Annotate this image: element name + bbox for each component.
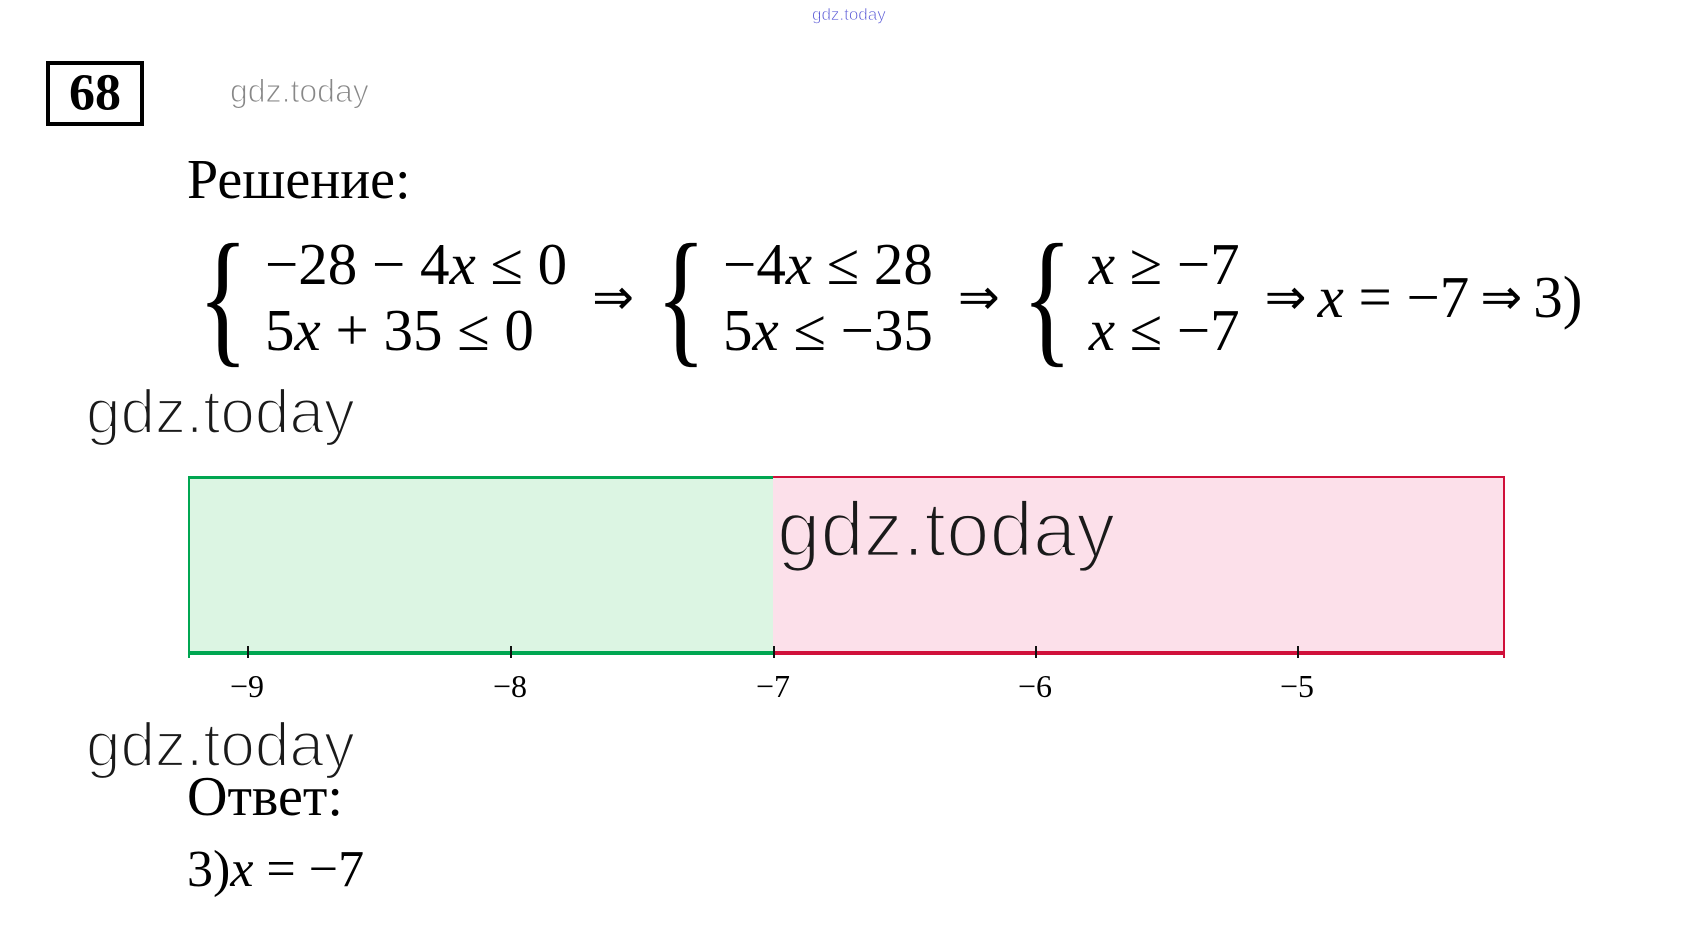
svg-text:gdz.today: gdz.today [230, 73, 369, 109]
svg-text:gdz.today: gdz.today [86, 378, 355, 447]
svg-text:gdz.today: gdz.today [777, 488, 1115, 573]
svg-text:gdz.today: gdz.today [812, 5, 886, 24]
